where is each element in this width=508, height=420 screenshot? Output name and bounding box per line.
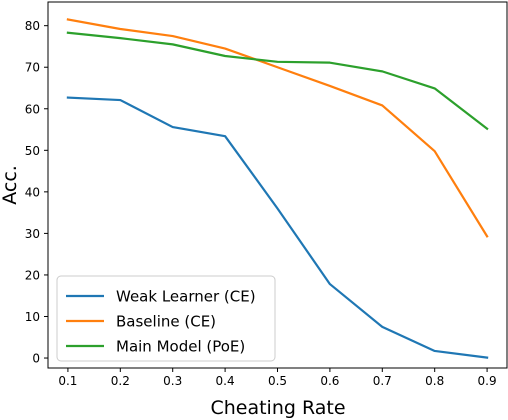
legend-label-2: Main Model (PoE) <box>116 338 245 356</box>
y-axis-label: Acc. <box>0 165 21 205</box>
y-tick-label: 80 <box>25 19 40 33</box>
x-tick-label: 0.6 <box>320 374 339 388</box>
x-axis-ticks: 0.1 0.2 0.3 0.4 0.5 0.6 0.7 0.8 0.9 <box>58 368 497 388</box>
y-tick-label: 40 <box>25 185 40 199</box>
x-tick-label: 0.1 <box>58 374 77 388</box>
x-tick-label: 0.3 <box>163 374 182 388</box>
x-tick-label: 0.4 <box>216 374 235 388</box>
y-tick-label: 30 <box>25 227 40 241</box>
x-tick-label: 0.7 <box>373 374 392 388</box>
legend-label-0: Weak Learner (CE) <box>116 288 256 306</box>
legend-items: Weak Learner (CE) Baseline (CE) Main Model… <box>66 288 256 356</box>
y-tick-label: 0 <box>32 352 40 366</box>
legend-label-1: Baseline (CE) <box>116 313 216 331</box>
x-tick-label: 0.8 <box>425 374 444 388</box>
legend: Weak Learner (CE) Baseline (CE) Main Model… <box>56 275 276 362</box>
y-tick-label: 60 <box>25 102 40 116</box>
series-line-0 <box>66 96 489 359</box>
y-tick-label: 20 <box>25 268 40 282</box>
x-tick-label: 0.2 <box>111 374 130 388</box>
plot-lines <box>66 18 489 359</box>
y-tick-label: 70 <box>25 61 40 75</box>
x-axis-label: Cheating Rate <box>210 397 345 419</box>
y-tick-label: 10 <box>25 310 40 324</box>
series-line-1 <box>66 18 489 238</box>
x-tick-label: 0.5 <box>268 374 287 388</box>
y-axis-ticks: 0 10 20 30 40 50 60 70 80 <box>25 19 48 366</box>
series-line-2 <box>66 31 489 131</box>
x-tick-label: 0.9 <box>478 374 497 388</box>
y-tick-label: 50 <box>25 144 40 158</box>
legend-box <box>56 275 276 362</box>
